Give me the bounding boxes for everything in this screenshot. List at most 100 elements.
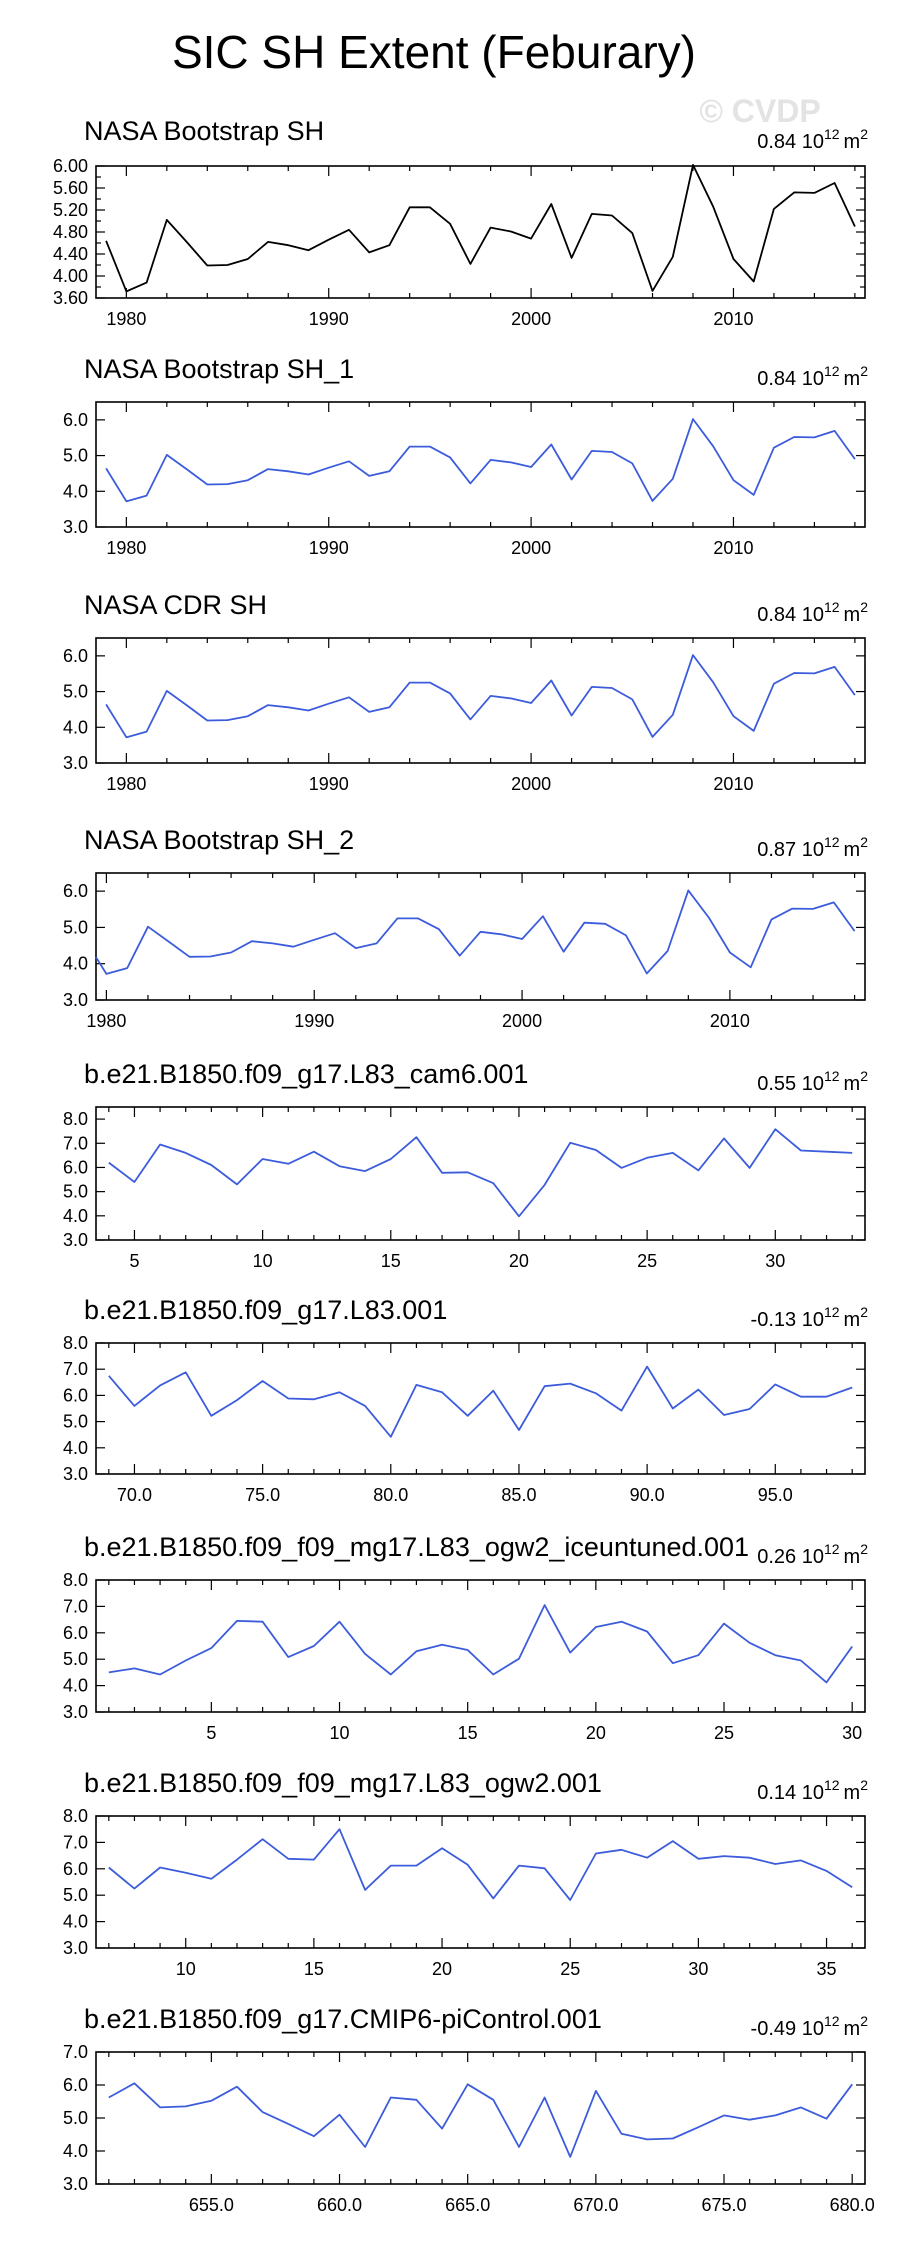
data-point <box>328 703 330 705</box>
stat-units: 10 <box>802 1309 824 1331</box>
data-point <box>449 692 451 694</box>
data-point <box>375 942 377 944</box>
stat-exponent: 12 <box>824 1541 840 1557</box>
plot-frame <box>95 637 866 764</box>
data-point <box>188 956 190 958</box>
chart-panel: b.e21.B1850.f09_f09_mg17.L83_ogw2_iceunt… <box>63 1532 868 1743</box>
y-tick-label: 5.20 <box>53 200 88 220</box>
data-point <box>562 951 564 953</box>
data-point <box>105 703 107 705</box>
x-tick-label: 2010 <box>713 309 753 329</box>
y-tick-label: 4.0 <box>63 954 88 974</box>
panel-title: b.e21.B1850.f09_g17.L83_cam6.001 <box>84 1059 528 1089</box>
data-point <box>723 2114 725 2116</box>
data-point <box>543 1604 545 1606</box>
data-point <box>748 1857 750 1859</box>
data-point <box>550 203 552 205</box>
panel-title: NASA Bootstrap SH_1 <box>84 354 354 384</box>
data-point <box>348 696 350 698</box>
data-point <box>773 208 775 210</box>
data-point <box>159 1866 161 1868</box>
data-point <box>338 2114 340 2116</box>
data-point <box>348 229 350 231</box>
data-point <box>247 715 249 717</box>
data-point <box>753 494 755 496</box>
data-point <box>247 479 249 481</box>
data-point <box>166 454 168 456</box>
data-point <box>396 917 398 919</box>
data-point <box>133 1181 135 1183</box>
data-point <box>210 1878 212 1880</box>
data-point <box>185 1659 187 1661</box>
data-point <box>492 1390 494 1392</box>
x-tick-label: 1980 <box>86 1011 126 1031</box>
y-tick-label: 3.0 <box>63 990 88 1010</box>
data-point <box>415 1650 417 1652</box>
data-point <box>651 736 653 738</box>
data-point <box>569 1382 571 1384</box>
stat-value: 0.14 <box>757 1782 801 1804</box>
data-point <box>692 654 694 656</box>
data-point <box>620 1167 622 1169</box>
data-point <box>651 500 653 502</box>
data-point <box>732 479 734 481</box>
y-tick-label: 5.0 <box>63 1412 88 1432</box>
data-point <box>595 1626 597 1628</box>
y-tick-label: 3.0 <box>63 753 88 773</box>
stat-units: 10 <box>802 1073 824 1095</box>
data-point <box>338 1165 340 1167</box>
y-tick-label: 4.0 <box>63 1912 88 1932</box>
panel-title: b.e21.B1850.f09_g17.CMIP6-piControl.001 <box>84 2004 602 2034</box>
data-point <box>328 239 330 241</box>
data-point <box>753 730 755 732</box>
x-tick-label: 670.0 <box>573 2195 618 2215</box>
plot-frame <box>95 401 866 528</box>
y-tick-label: 3.0 <box>63 1230 88 1250</box>
data-point <box>210 1164 212 1166</box>
x-tick-label: 10 <box>253 1251 273 1271</box>
data-point <box>583 922 585 924</box>
plot-frame <box>95 2051 866 2185</box>
data-point <box>206 264 208 266</box>
data-point <box>672 714 674 716</box>
stat-unit-exponent: 2 <box>860 1541 868 1557</box>
panel-stat: -0.13 1012 m2 <box>751 1304 869 1331</box>
data-point <box>570 257 572 259</box>
data-point <box>226 264 228 266</box>
data-point <box>441 1644 443 1646</box>
data-point <box>672 1662 674 1664</box>
y-tick-label: 4.0 <box>63 2141 88 2161</box>
data-point <box>518 2146 520 2148</box>
panel-title: b.e21.B1850.f09_f09_mg17.L83_ogw2.001 <box>84 1768 602 1798</box>
data-point <box>328 467 330 469</box>
stat-unit-m: m <box>844 2018 861 2040</box>
x-tick-label: 2010 <box>713 774 753 794</box>
y-tick-label: 4.0 <box>63 481 88 501</box>
data-point <box>206 719 208 721</box>
x-tick-label: 1990 <box>309 309 349 329</box>
data-point <box>492 1897 494 1899</box>
data-point <box>236 1183 238 1185</box>
stat-units: 10 <box>802 131 824 153</box>
data-point <box>712 681 714 683</box>
data-point <box>251 940 253 942</box>
stat-exponent: 12 <box>824 1304 840 1320</box>
data-point <box>133 1887 135 1889</box>
panel-stat: 0.14 1012 m2 <box>757 1777 868 1804</box>
data-point <box>712 445 714 447</box>
data-point <box>543 2096 545 2098</box>
panel-stat: -0.49 1012 m2 <box>751 2013 869 2040</box>
data-point <box>292 946 294 948</box>
stat-units: 10 <box>802 2018 824 2040</box>
data-point <box>708 917 710 919</box>
data-point <box>697 2126 699 2128</box>
panel-title: NASA Bootstrap SH_2 <box>84 825 354 855</box>
data-point <box>185 1371 187 1373</box>
data-point <box>569 1651 571 1653</box>
data-point <box>774 1654 776 1656</box>
chart-panel: b.e21.B1850.f09_f09_mg17.L83_ogw2.001 0.1… <box>63 1768 868 1979</box>
data-point <box>625 934 627 936</box>
data-point <box>672 1840 674 1842</box>
data-point <box>748 1167 750 1169</box>
data-point <box>833 901 835 903</box>
